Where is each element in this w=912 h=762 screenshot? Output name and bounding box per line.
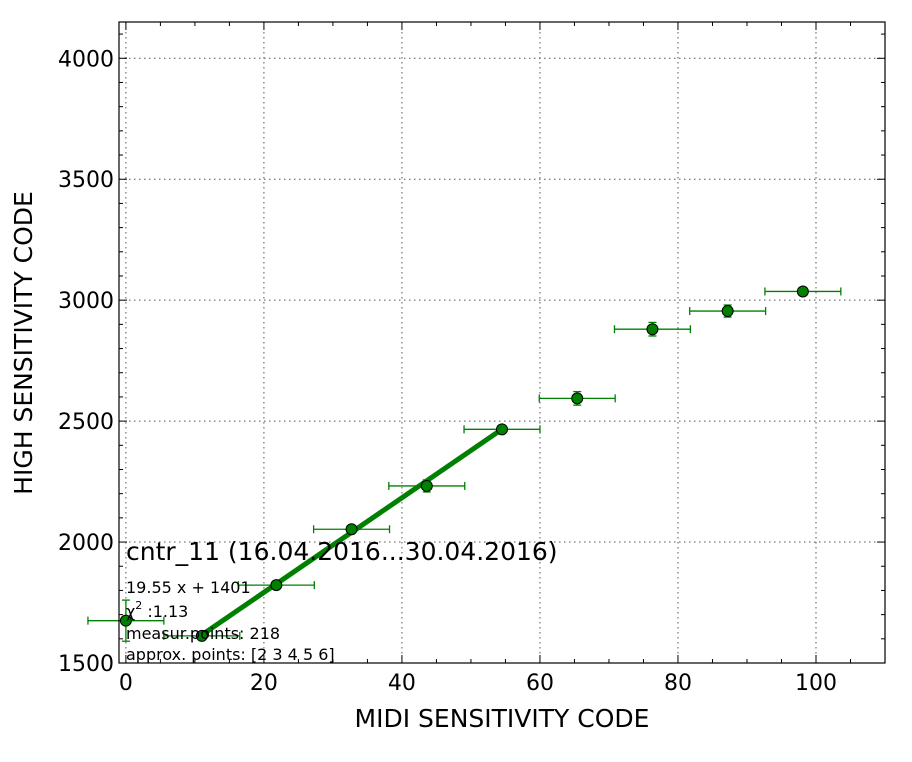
point-marker (796, 285, 809, 298)
annotation-equation: 19.55 x + 1401 (126, 578, 251, 597)
y-tick-label: 1500 (58, 652, 114, 677)
point-marker (496, 423, 508, 436)
data-point-8 (613, 321, 692, 337)
y-tick-label: 3500 (58, 168, 114, 193)
y-tick-label: 3000 (58, 289, 114, 314)
point-marker (195, 629, 208, 642)
chi-symbol: χ (126, 602, 135, 621)
x-axis-label: MIDI SENSITIVITY CODE (355, 704, 650, 733)
data-point-7 (538, 390, 616, 406)
minor-ticks (119, 22, 886, 663)
chi-exponent: 2 (135, 599, 142, 612)
x-tick-label: 0 (119, 671, 133, 696)
annotation-approx-points: approx. points: [2 3 4 5 6] (126, 645, 335, 664)
data-point-6 (463, 423, 541, 436)
x-tick-label: 60 (526, 671, 554, 696)
point-marker (119, 614, 132, 627)
point-marker (420, 479, 433, 492)
y-tick-label: 2500 (58, 410, 114, 435)
x-tick-label: 20 (250, 671, 278, 696)
data-point-2 (163, 629, 241, 642)
y-tick-label: 2000 (58, 531, 114, 556)
annotation-title: cntr_11 (16.04.2016...30.04.2016) (126, 537, 558, 566)
point-marker (646, 323, 659, 336)
data-point-3 (237, 579, 315, 592)
annotation-chi2: χ2 :1.13 (126, 599, 188, 621)
x-tick-label: 80 (664, 671, 692, 696)
data-point-4 (312, 523, 391, 536)
data-point-9 (689, 304, 767, 318)
chi-value: :1.13 (142, 602, 188, 621)
data-point-1 (87, 599, 165, 642)
point-marker (345, 523, 358, 536)
y-tick-label: 4000 (58, 47, 114, 72)
annotation-measur-points: measur.points: 218 (126, 624, 280, 643)
grid-lines (119, 22, 885, 664)
x-tick-label: 40 (388, 671, 416, 696)
axis-ticks: 0 20 40 60 80 100 1500 2000 2500 3000 3500 4000 (58, 22, 885, 696)
data-point-5 (388, 479, 466, 493)
point-marker (721, 305, 734, 318)
data-point-10 (764, 285, 842, 298)
point-marker (571, 392, 584, 405)
x-tick-label: 100 (795, 671, 837, 696)
plot-frame (118, 21, 886, 664)
point-marker (270, 579, 283, 592)
y-axis-label: HIGH SENSITIVITY CODE (9, 191, 38, 495)
data-points (87, 285, 842, 642)
